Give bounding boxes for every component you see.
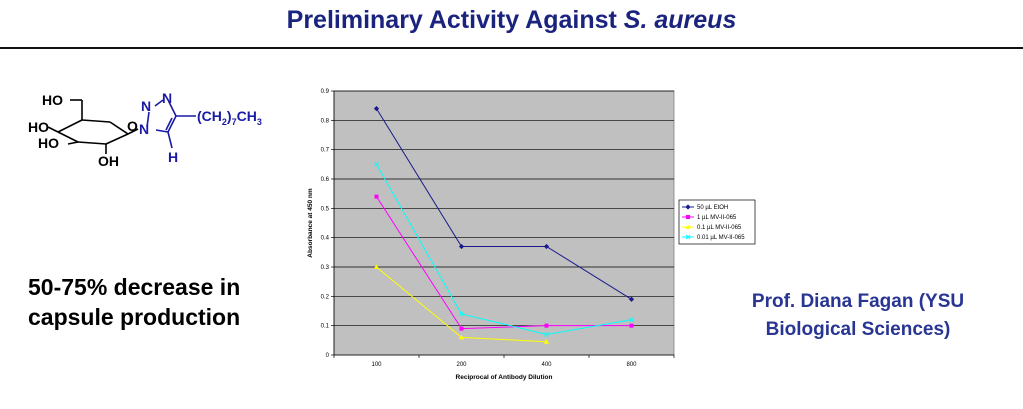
y-tick-label: 0.6 (321, 177, 330, 183)
legend-marker-3 (685, 224, 691, 229)
series-point-4 (629, 317, 634, 323)
y-tick-label: 0.5 (321, 206, 330, 212)
label-n2: N (141, 98, 151, 114)
series-point-3 (373, 264, 380, 269)
x-tick-label: 200 (456, 362, 467, 368)
label-ho-2: HO (28, 119, 49, 135)
capsule-decrease-text: 50-75% decrease in capsule production (28, 274, 241, 330)
series-line-4 (376, 164, 632, 335)
y-tick-label: 0 (326, 353, 330, 359)
x-tick-label: 400 (541, 362, 552, 368)
label-chain: (CH2)7CH3 (197, 108, 262, 127)
x-tick-label: 100 (371, 362, 382, 368)
series-point-2 (374, 194, 379, 199)
series-point-4 (459, 311, 464, 317)
label-n1: N (139, 121, 149, 137)
label-ring-o: O (127, 118, 138, 134)
chemical-structure: HO HO HO OH O N N N H (CH2)7CH3 (28, 90, 262, 169)
title-rule (0, 47, 1023, 49)
series-point-2 (459, 326, 464, 331)
label-oh: OH (98, 153, 119, 169)
legend-marker-4 (685, 234, 691, 240)
sugar-ring-bonds (47, 99, 139, 154)
x-axis-title: Reciprocal of Antibody Dilution (456, 374, 553, 381)
legend-label-2: 1 µL MV-II-065 (697, 215, 737, 221)
slide-title-main: Preliminary Activity Against (286, 6, 624, 34)
legend-label-3: 0.1 µL MV-II-065 (697, 225, 742, 231)
x-tick-label: 800 (626, 362, 637, 368)
legend-label-1: 50 µL EtOH (697, 205, 728, 211)
y-tick-label: 0.2 (321, 294, 330, 300)
series-point-3 (543, 339, 550, 344)
series-point-2 (544, 323, 549, 328)
y-axis-title: Absorbance at 450 nm (307, 188, 314, 258)
y-tick-label: 0.4 (321, 236, 330, 242)
label-h: H (168, 149, 178, 165)
label-ho-3: HO (38, 135, 59, 151)
legend-label-4: 0.01 µL MV-II-065 (697, 235, 745, 241)
series-point-1 (628, 296, 635, 302)
legend-marker-1 (685, 204, 691, 210)
y-tick-label: 0.1 (321, 324, 330, 330)
y-tick-label: 0.7 (321, 148, 330, 154)
series-point-1 (373, 106, 380, 112)
series-point-2 (629, 323, 634, 328)
y-tick-label: 0.8 (321, 118, 330, 124)
series-point-3 (458, 334, 465, 340)
label-n3: N (162, 90, 172, 106)
y-tick-label: 0.9 (321, 89, 330, 95)
series-point-1 (543, 243, 550, 250)
series-line-1 (376, 108, 632, 300)
legend-marker-2 (686, 215, 690, 219)
label-ho-1: HO (42, 92, 63, 108)
series-point-1 (458, 243, 465, 250)
triazole-bonds (146, 99, 196, 149)
credit-text: Prof. Diana Fagan (YSU Biological Scienc… (751, 291, 965, 340)
series-line-2 (376, 196, 632, 330)
plot-area (333, 90, 675, 356)
y-tick-label: 0.3 (321, 265, 330, 271)
series-point-4 (374, 161, 379, 167)
slide-title-italic: S. aureus (623, 6, 737, 34)
series-point-4 (544, 332, 549, 337)
slide-title: Preliminary Activity Against S. aureus (0, 6, 1023, 35)
